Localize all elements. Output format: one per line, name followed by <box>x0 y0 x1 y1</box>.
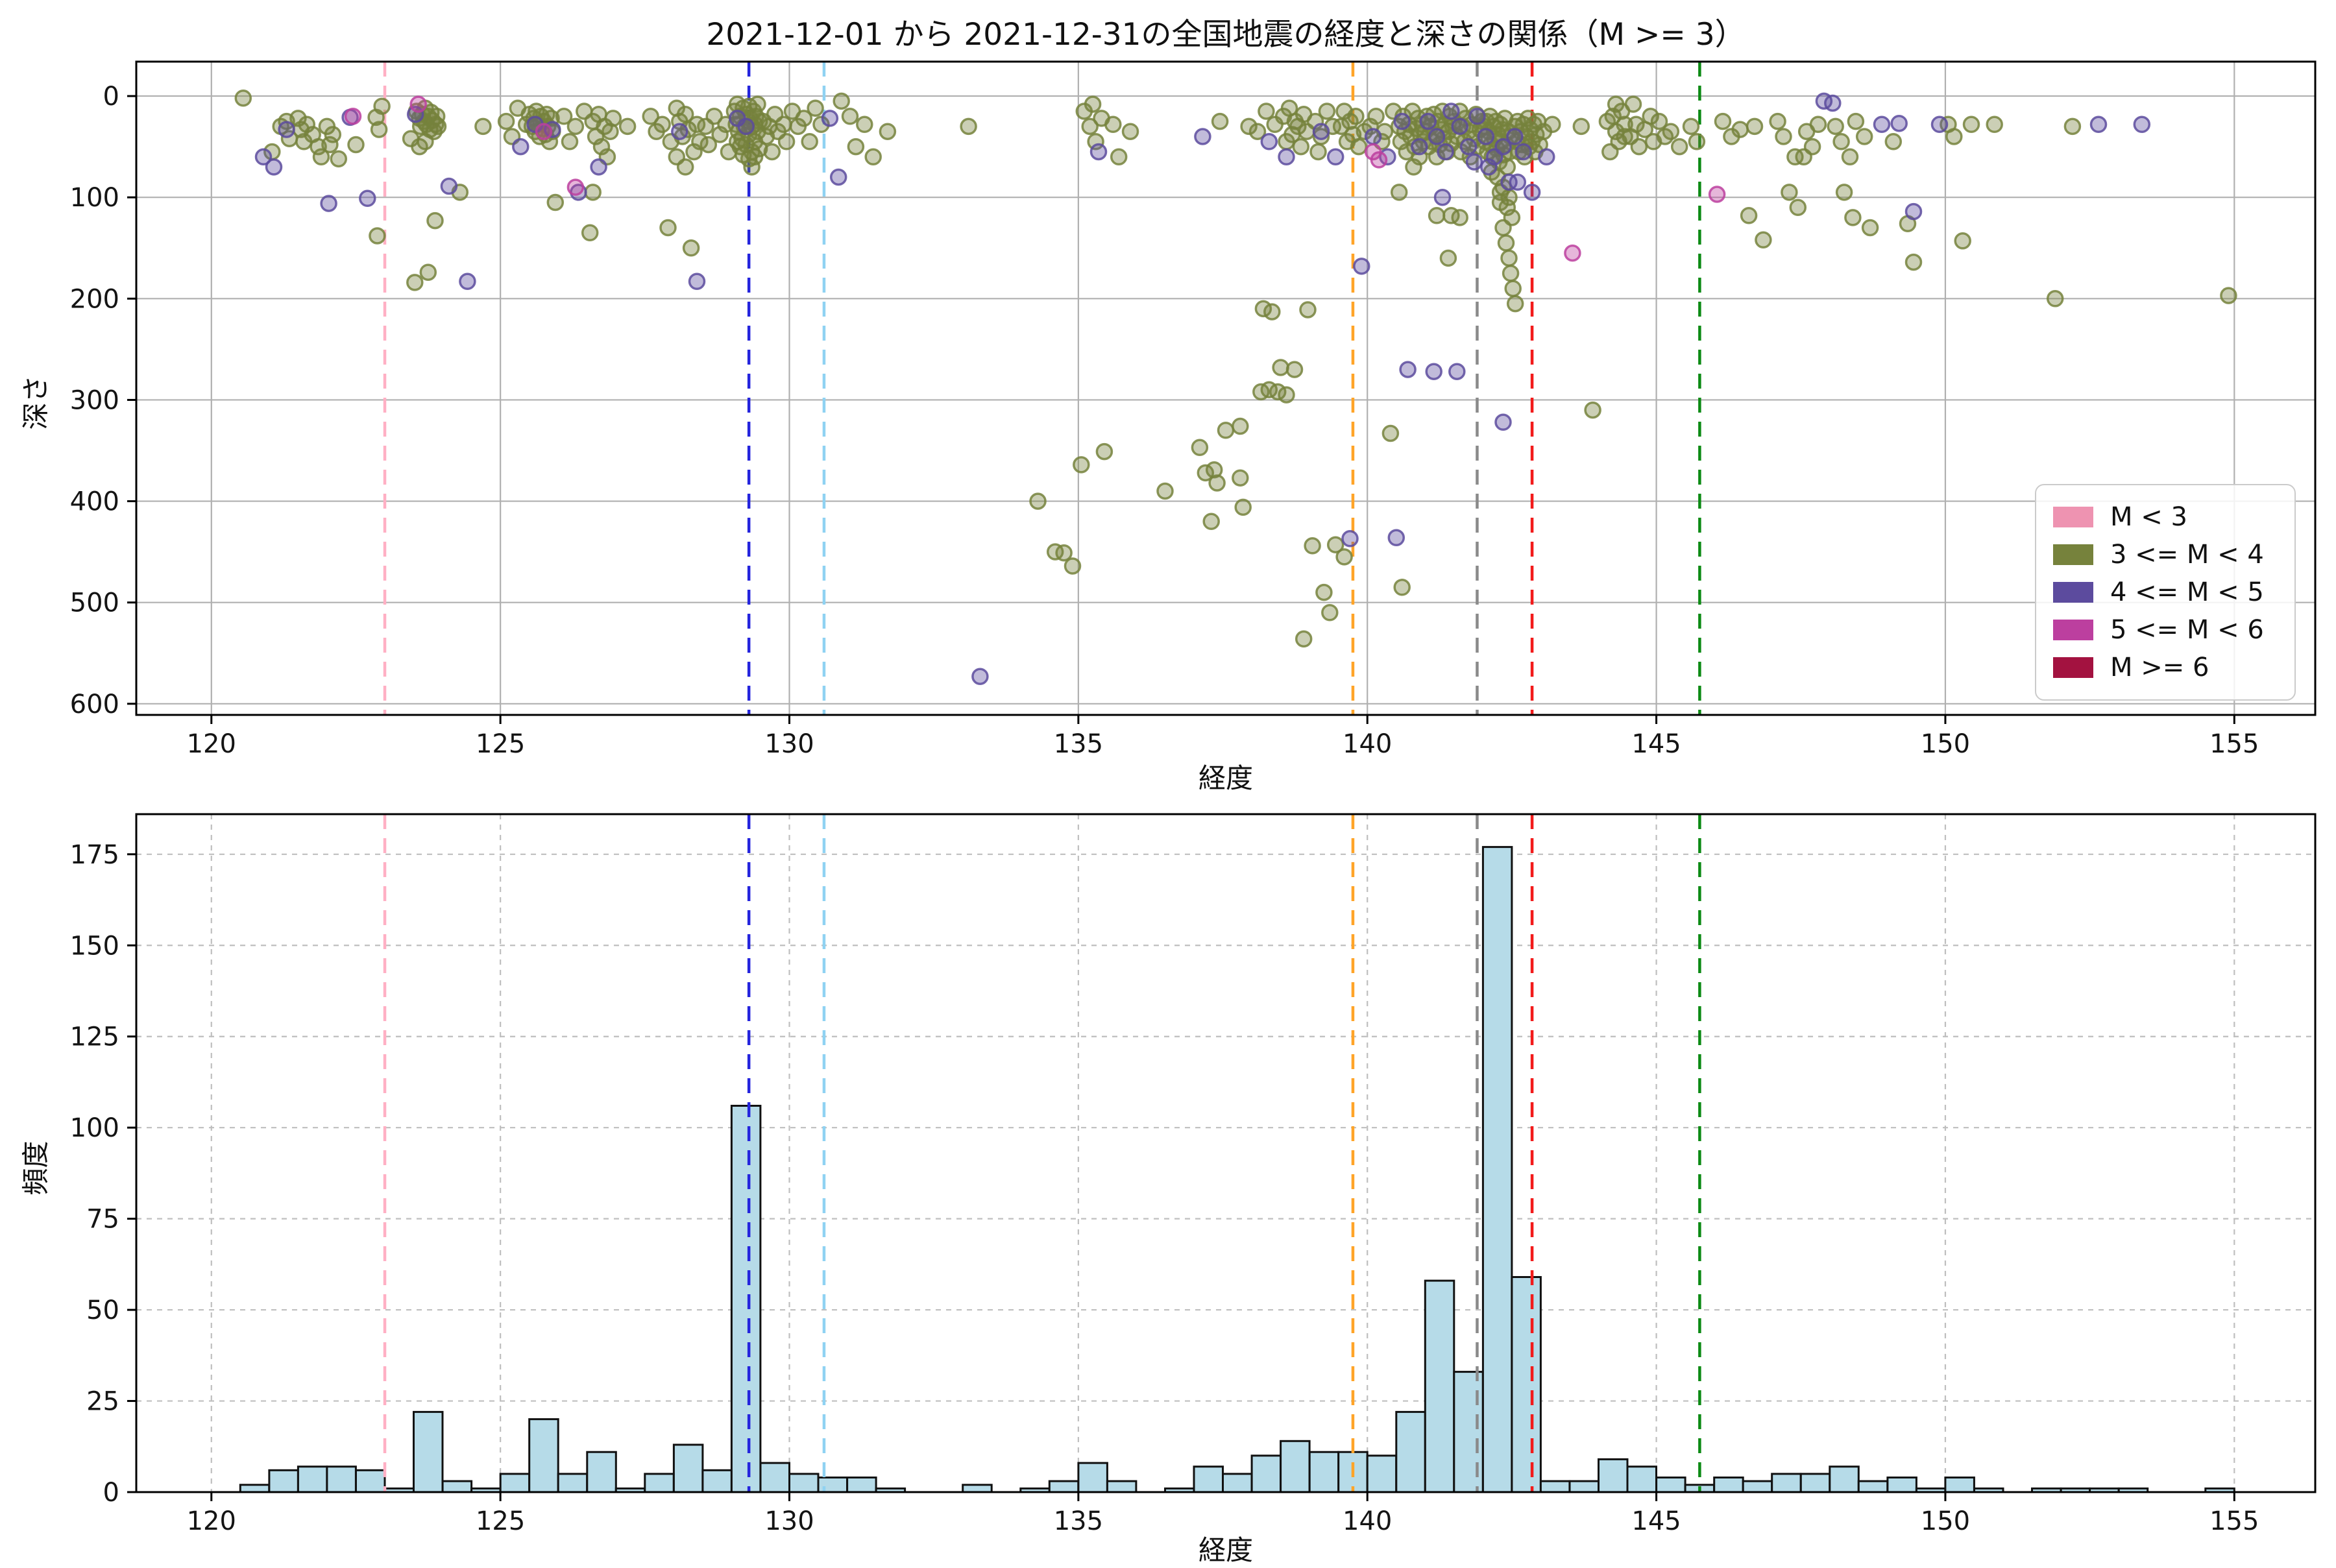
svg-text:100: 100 <box>70 183 119 213</box>
svg-text:140: 140 <box>1343 729 1392 759</box>
legend-item-label: M < 3 <box>2110 502 2187 532</box>
scatter-y-axis-label: 深さ <box>19 375 52 430</box>
svg-text:50: 50 <box>86 1296 119 1325</box>
svg-text:125: 125 <box>476 729 525 759</box>
legend-item-m-ge-6: M >= 6 <box>2053 649 2278 686</box>
svg-text:500: 500 <box>70 588 119 618</box>
m-4-5-swatch-icon <box>2053 582 2093 603</box>
svg-text:0: 0 <box>103 82 119 112</box>
legend-item-label: 4 <= M < 5 <box>2110 577 2264 607</box>
histogram-y-axis-label: 頻度 <box>19 1140 52 1196</box>
legend-item-label: M >= 6 <box>2110 653 2209 682</box>
svg-text:600: 600 <box>70 690 119 719</box>
legend-item-label: 5 <= M < 6 <box>2110 615 2264 645</box>
svg-text:75: 75 <box>86 1205 119 1235</box>
scatter-plot: 120 125 130 135 140 145 150 155 0 100 200 300 400 500… <box>70 60 2317 759</box>
svg-text:200: 200 <box>70 284 119 314</box>
chart-title: 2021-12-01 から 2021-12-31の全国地震の経度と深さの関係（M… <box>706 17 1746 53</box>
svg-text:145: 145 <box>1631 729 1681 759</box>
legend: M < 3 3 <= M < 4 4 <= M < 5 5 <= M < 6 M… <box>2035 484 2296 701</box>
svg-text:150: 150 <box>70 931 119 961</box>
svg-text:25: 25 <box>86 1387 119 1417</box>
m-lt-3-swatch-icon <box>2053 507 2093 527</box>
svg-text:135: 135 <box>1054 729 1103 759</box>
legend-item-m-lt-3: M < 3 <box>2053 498 2278 536</box>
legend-item-label: 3 <= M < 4 <box>2110 540 2264 570</box>
legend-item-m-5-6: 5 <= M < 6 <box>2053 611 2278 649</box>
svg-text:150: 150 <box>1921 729 1970 759</box>
scatter-x-axis-label: 経度 <box>1198 762 1253 794</box>
m-5-6-swatch-icon <box>2053 620 2093 640</box>
svg-text:300: 300 <box>70 385 119 415</box>
svg-text:400: 400 <box>70 487 119 517</box>
svg-text:100: 100 <box>70 1113 119 1143</box>
svg-text:175: 175 <box>70 840 119 870</box>
histogram-x-axis-label: 経度 <box>1198 1534 1253 1566</box>
svg-text:125: 125 <box>70 1022 119 1052</box>
m-ge-6-swatch-icon <box>2053 657 2093 678</box>
svg-text:155: 155 <box>2209 729 2259 759</box>
legend-item-m-3-4: 3 <= M < 4 <box>2053 536 2278 573</box>
m-3-4-swatch-icon <box>2053 544 2093 565</box>
legend-item-m-4-5: 4 <= M < 5 <box>2053 573 2278 611</box>
svg-text:0: 0 <box>103 1478 119 1508</box>
svg-text:130: 130 <box>764 729 814 759</box>
svg-text:120: 120 <box>187 729 236 759</box>
